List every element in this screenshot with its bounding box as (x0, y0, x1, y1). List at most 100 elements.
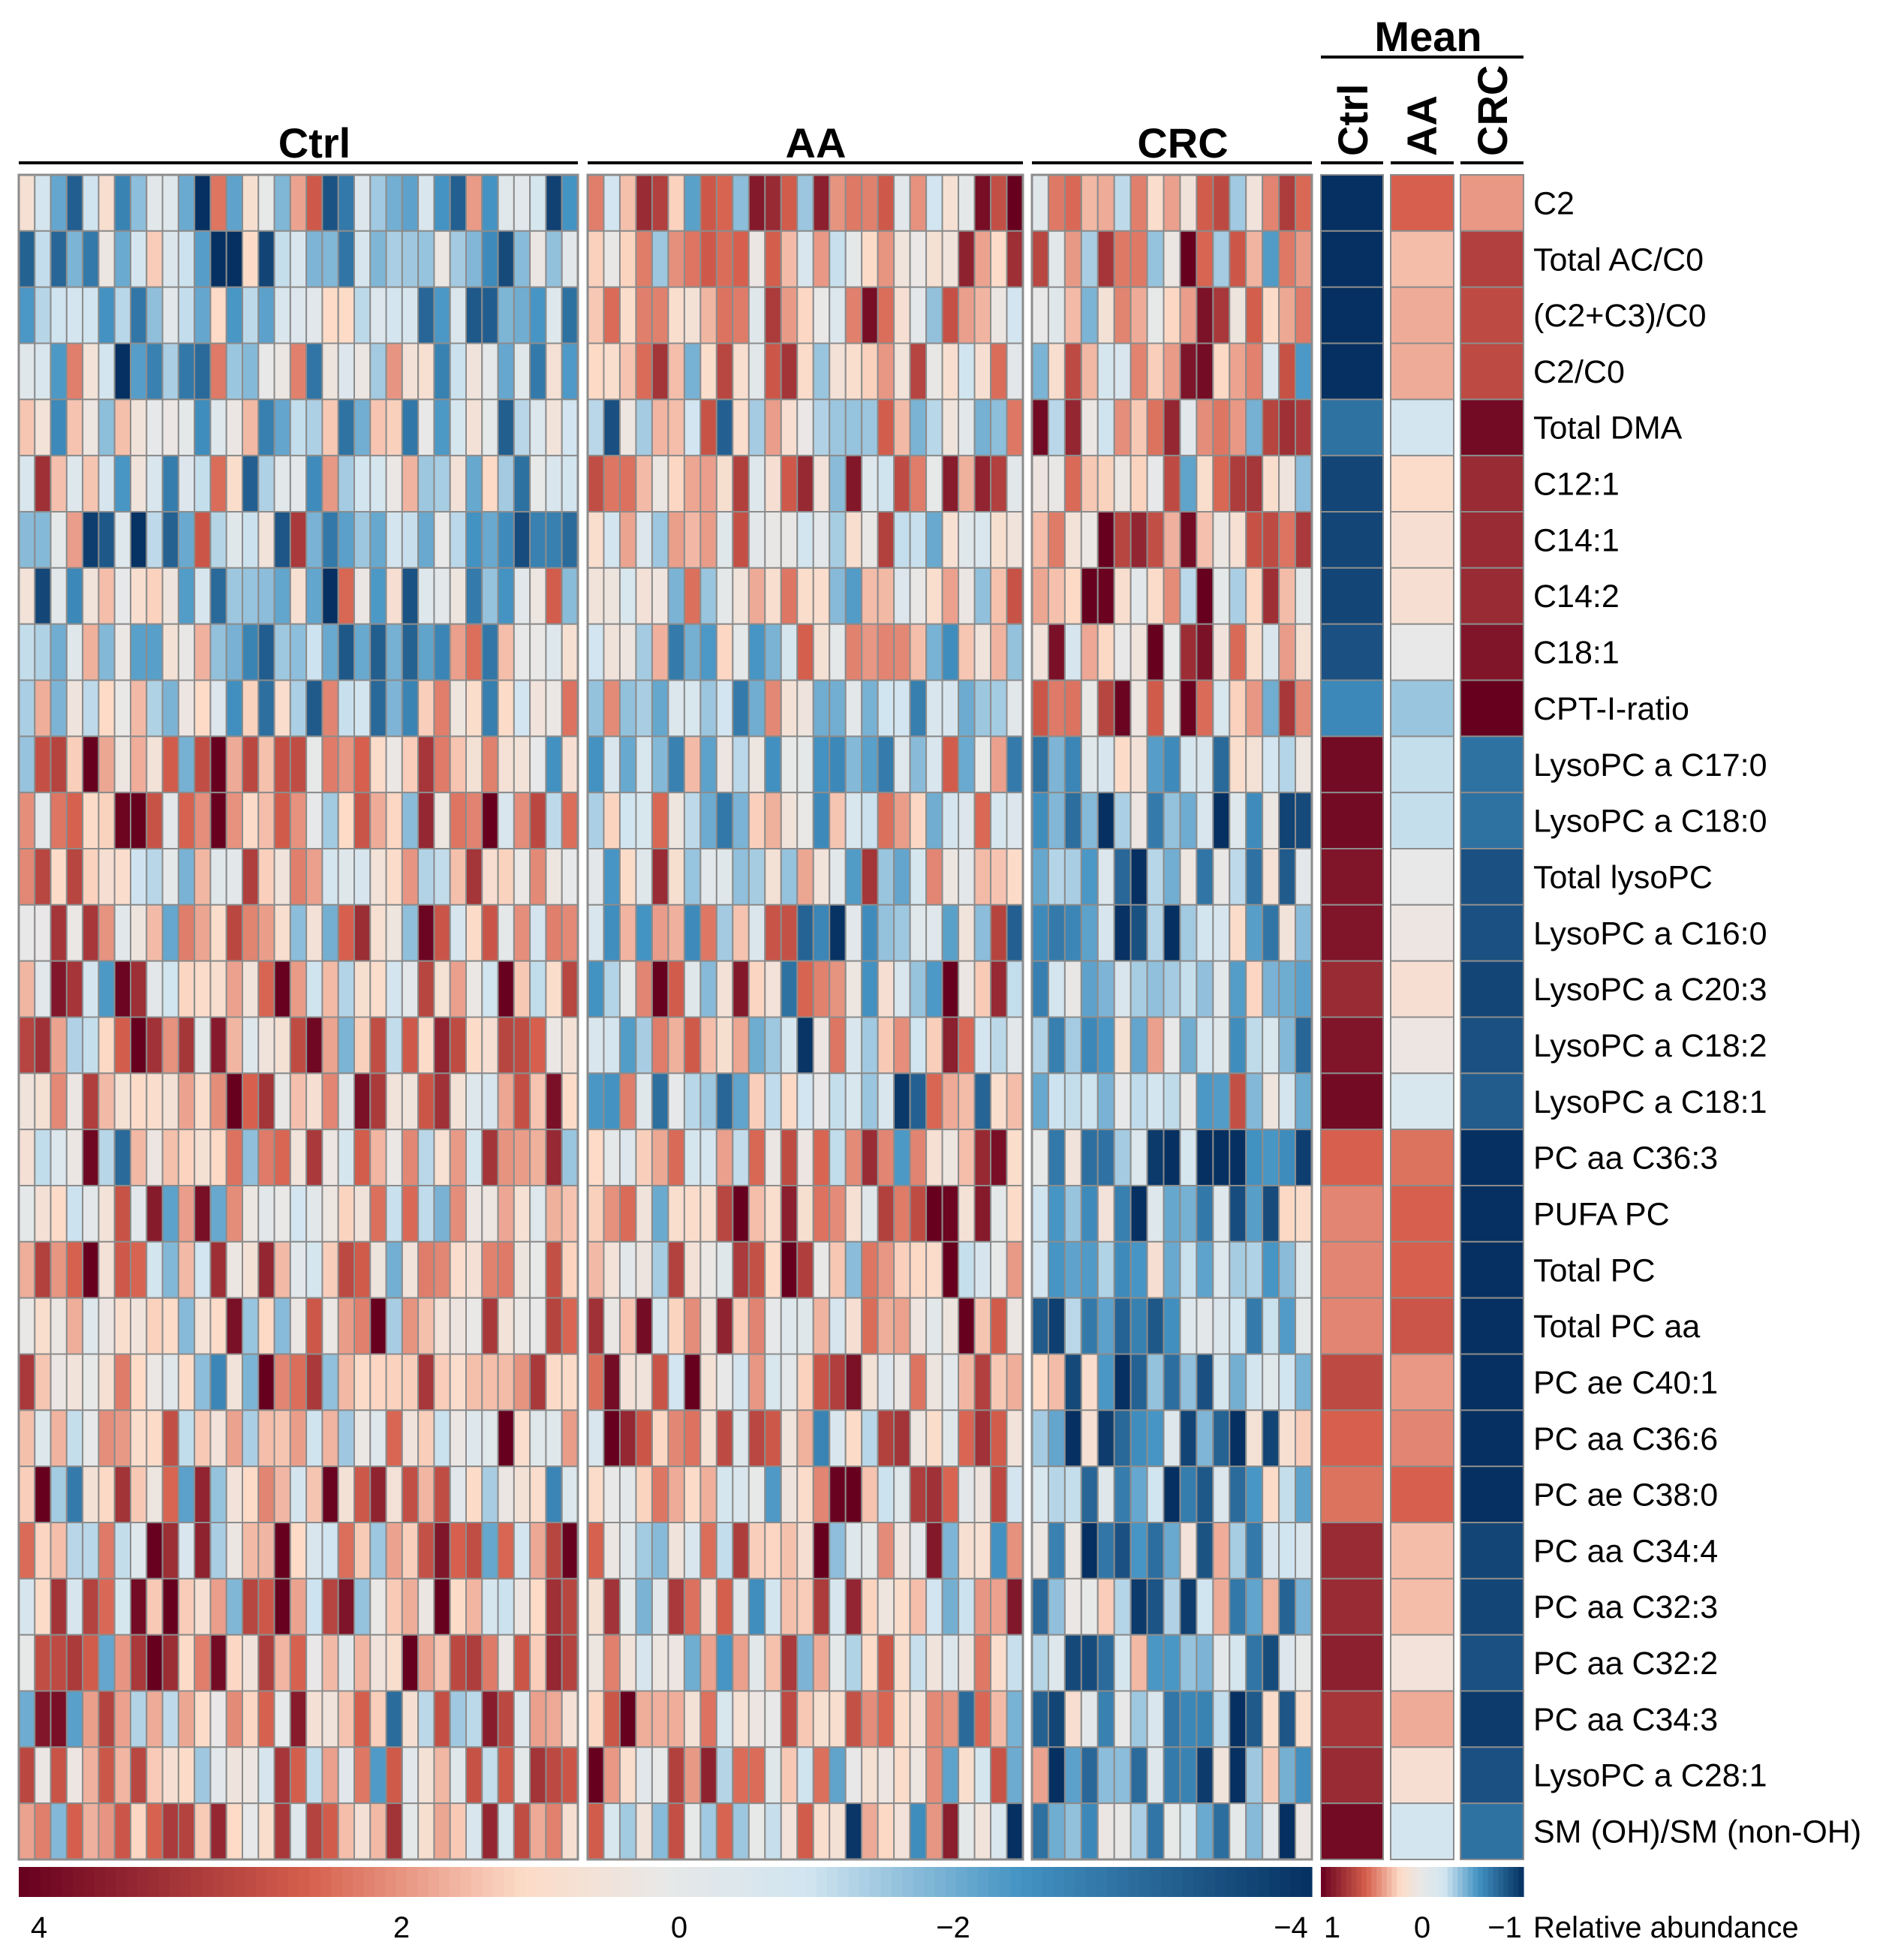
heatmap-cell (177, 735, 196, 794)
heatmap-cell (1212, 1746, 1231, 1805)
heatmap-cell (177, 623, 196, 681)
heatmap-cell (161, 792, 179, 850)
heatmap-cell (990, 1016, 1008, 1075)
heatmap-cell (925, 511, 943, 569)
heatmap-cell (1080, 848, 1099, 906)
heatmap-cell (481, 1522, 499, 1580)
heatmap-cell (401, 792, 420, 850)
heatmap-cell (732, 1465, 750, 1524)
heatmap-cell (1047, 848, 1066, 906)
heatmap-cell (50, 1802, 68, 1860)
heatmap-cell (699, 286, 717, 344)
heatmap-cell (65, 1072, 84, 1131)
heatmap-cell (635, 398, 653, 457)
colorbar-segment (1498, 1867, 1504, 1897)
heatmap-cell (257, 1634, 275, 1692)
heatmap-cell (194, 230, 212, 288)
heatmap-cell (796, 1802, 814, 1860)
colorbar-segment (1346, 1867, 1352, 1897)
heatmap-cell (1179, 230, 1198, 288)
heatmap-cell (941, 1016, 960, 1075)
heatmap-cell (1063, 1465, 1082, 1524)
heatmap-cell (65, 903, 84, 962)
heatmap-cell (50, 1465, 68, 1524)
heatmap-cell (796, 174, 814, 232)
heatmap-cell (321, 286, 339, 344)
colorbar-segment (1107, 1867, 1119, 1897)
heatmap-cell (1129, 735, 1148, 794)
colorbar-segment (870, 1867, 882, 1897)
heatmap-cell (497, 735, 515, 794)
heatmap-cell (683, 903, 702, 962)
colorbar-segment (1053, 1867, 1065, 1897)
heatmap-cell (1006, 1634, 1024, 1692)
heatmap-cell (113, 1634, 132, 1692)
mean-cell (1390, 174, 1454, 232)
heatmap-cell (1163, 1746, 1181, 1805)
heatmap-cell (732, 230, 750, 288)
heatmap-cell (1080, 735, 1099, 794)
colorbar-segment (967, 1867, 979, 1897)
mean-cell (1390, 1129, 1454, 1187)
heatmap-cell (242, 960, 260, 1018)
heatmap-cell (433, 848, 451, 906)
heatmap-cell (699, 1465, 717, 1524)
heatmap-cell (667, 679, 685, 738)
colorbar-segment (773, 1867, 785, 1897)
heatmap-cell (337, 511, 355, 569)
heatmap-cell (273, 1690, 291, 1748)
heatmap-cell (651, 792, 669, 850)
heatmap-cell (209, 567, 227, 625)
heatmap-cell (273, 567, 291, 625)
heatmap-cell (1295, 623, 1313, 681)
mean-cell (1460, 1465, 1524, 1524)
mean-cell (1460, 1577, 1524, 1636)
heatmap-cell (747, 1465, 766, 1524)
heatmap-cell (50, 286, 68, 344)
heatmap-cell (764, 1465, 782, 1524)
heatmap-cell (1006, 1016, 1024, 1075)
heatmap-cell (909, 1690, 928, 1748)
colorbar-segment (353, 1867, 365, 1897)
mean-cell (1320, 1634, 1384, 1692)
heatmap-cell (257, 679, 275, 738)
heatmap-cell (618, 1240, 637, 1299)
colorbar-segment (1117, 1867, 1129, 1897)
heatmap-cell (98, 1129, 116, 1187)
heatmap-cell (417, 342, 435, 401)
heatmap-cell (925, 1465, 943, 1524)
heatmap-cell (844, 1240, 863, 1299)
heatmap-cell (683, 342, 702, 401)
heatmap-cell (113, 1240, 132, 1299)
heatmap-cell (618, 1353, 637, 1411)
heatmap-cell (941, 679, 960, 738)
heatmap-cell (98, 1634, 116, 1692)
heatmap-cell (1031, 398, 1049, 457)
heatmap-cell (861, 960, 879, 1018)
heatmap-cell (98, 848, 116, 906)
heatmap-cell (1212, 1353, 1231, 1411)
heatmap-cell (1262, 1690, 1280, 1748)
heatmap-cell (257, 567, 275, 625)
heatmap-cell (893, 1690, 911, 1748)
heatmap-cell (1063, 848, 1082, 906)
heatmap-cell (925, 1577, 943, 1636)
heatmap-cell (1229, 1240, 1247, 1299)
heatmap-cell (973, 848, 992, 906)
heatmap-cell (417, 1353, 435, 1411)
heatmap-cell (1245, 1185, 1264, 1243)
heatmap-cell (369, 1129, 387, 1187)
heatmap-cell (497, 174, 515, 232)
heatmap-cell (146, 1016, 164, 1075)
heatmap-cell (161, 1634, 179, 1692)
heatmap-cell (273, 1072, 291, 1131)
heatmap-cell (1031, 174, 1049, 232)
colorbar-segment (1351, 1867, 1357, 1897)
heatmap-cell (529, 286, 547, 344)
heatmap-cell (1080, 1577, 1099, 1636)
heatmap-cell (812, 1522, 831, 1580)
heatmap-cell (257, 286, 275, 344)
heatmap-cell (1031, 1634, 1049, 1692)
heatmap-cell (1031, 1746, 1049, 1805)
heatmap-cell (667, 1634, 685, 1692)
